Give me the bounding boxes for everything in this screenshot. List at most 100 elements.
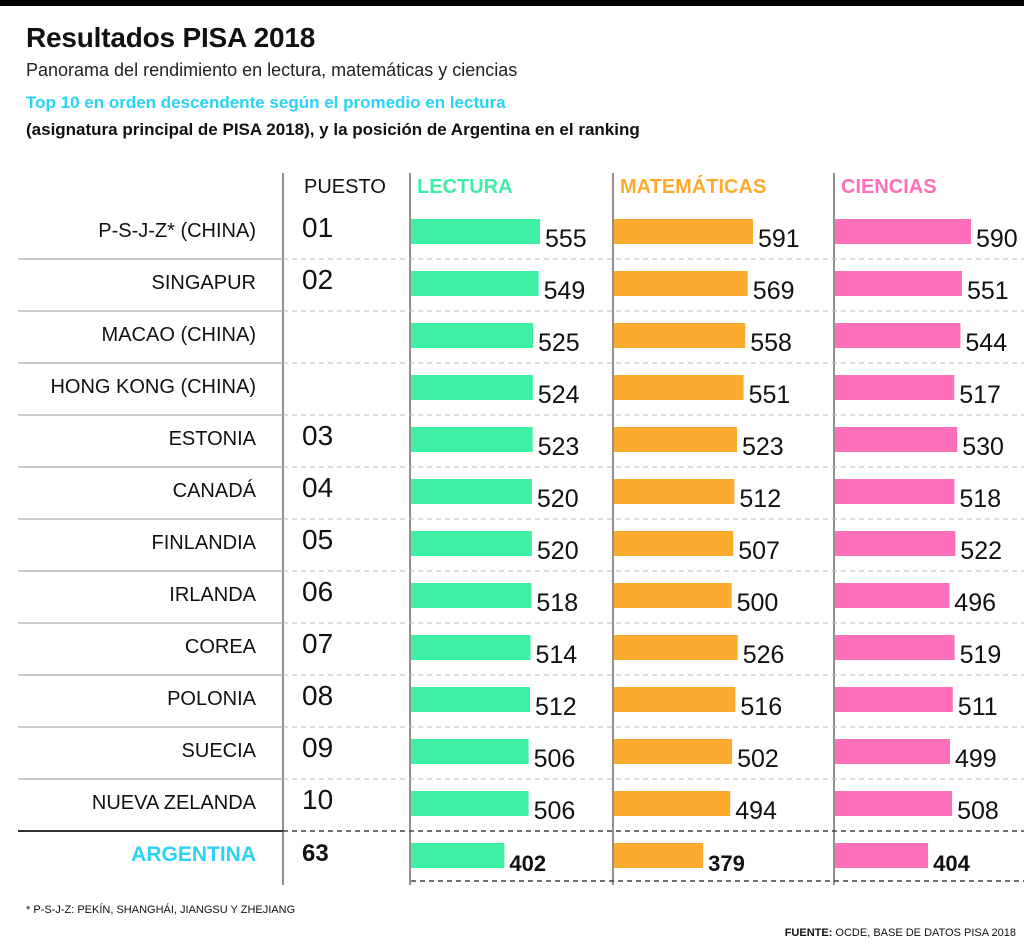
bar-lectura xyxy=(411,323,533,348)
bar-ciencias xyxy=(835,687,953,712)
value-label-ciencias: 508 xyxy=(957,797,999,825)
puesto-value: 04 xyxy=(302,472,333,503)
bar-matematicas xyxy=(614,271,748,296)
value-label-matematicas: 551 xyxy=(749,381,791,409)
bar-ciencias xyxy=(835,271,962,296)
country-label: COREA xyxy=(185,636,257,658)
bar-lectura xyxy=(411,479,532,504)
country-label: SINGAPUR xyxy=(152,272,256,294)
source-credit: FUENTE: OCDE, BASE DE DATOS PISA 2018 xyxy=(785,927,1016,939)
bar-matematicas xyxy=(614,739,733,764)
value-label-matematicas: 558 xyxy=(750,329,792,357)
pisa-bar-table: PUESTO LECTURA MATEMÁTICAS CIENCIAS P-S-J-Z*… xyxy=(18,173,1024,885)
value-label-lectura: 525 xyxy=(538,329,580,357)
value-label-ciencias: 590 xyxy=(976,225,1018,253)
value-label-lectura: 549 xyxy=(544,277,586,305)
country-label: CANADÁ xyxy=(173,479,257,502)
bar-matematicas xyxy=(614,323,746,348)
puesto-value: 08 xyxy=(302,680,333,711)
value-label-matematicas: 516 xyxy=(740,693,782,721)
value-label-ciencias: 404 xyxy=(933,851,970,876)
country-label: SUECIA xyxy=(182,740,257,762)
value-label-ciencias: 530 xyxy=(962,433,1004,461)
value-label-ciencias: 517 xyxy=(959,381,1001,409)
value-label-matematicas: 500 xyxy=(737,589,779,617)
value-label-matematicas: 379 xyxy=(708,851,745,876)
country-label: HONG KONG (CHINA) xyxy=(50,376,256,398)
country-label: NUEVA ZELANDA xyxy=(92,792,257,814)
puesto-value: 03 xyxy=(302,420,333,451)
bar-matematicas xyxy=(614,791,731,816)
bar-ciencias xyxy=(835,583,950,608)
footnote: * P-S-J-Z: PEKÍN, SHANGHÁI, JIANGSU Y ZH… xyxy=(26,904,296,916)
bar-lectura xyxy=(411,375,533,400)
value-label-matematicas: 502 xyxy=(737,745,779,773)
bar-lectura xyxy=(411,427,533,452)
bar-ciencias xyxy=(835,531,956,556)
value-label-lectura: 512 xyxy=(535,693,577,721)
value-label-matematicas: 523 xyxy=(742,433,784,461)
country-label: FINLANDIA xyxy=(152,532,257,554)
bar-lectura xyxy=(411,843,505,868)
value-label-lectura: 506 xyxy=(534,745,576,773)
bar-lectura xyxy=(411,271,539,296)
source-label: FUENTE: xyxy=(784,927,833,939)
value-label-ciencias: 522 xyxy=(960,537,1002,565)
bar-matematicas xyxy=(614,375,744,400)
value-label-lectura: 402 xyxy=(509,851,546,876)
puesto-value: 09 xyxy=(302,732,333,763)
puesto-value: 07 xyxy=(302,628,333,659)
value-label-matematicas: 507 xyxy=(738,537,780,565)
bar-ciencias xyxy=(835,791,953,816)
country-label: POLONIA xyxy=(167,688,257,710)
bar-matematicas xyxy=(614,219,753,244)
bar-matematicas xyxy=(614,531,734,556)
country-label: P-S-J-Z* (CHINA) xyxy=(98,220,256,242)
value-label-lectura: 520 xyxy=(537,485,579,513)
value-label-lectura: 520 xyxy=(537,537,579,565)
bar-ciencias xyxy=(835,375,955,400)
puesto-value: 06 xyxy=(302,576,333,607)
country-label: ESTONIA xyxy=(169,428,257,450)
value-label-ciencias: 511 xyxy=(958,693,998,721)
puesto-value-highlight: 63 xyxy=(302,840,329,867)
bar-ciencias xyxy=(835,323,961,348)
top-rule xyxy=(0,0,1024,6)
country-label-highlight: ARGENTINA xyxy=(131,843,256,866)
bar-ciencias xyxy=(835,635,955,660)
puesto-value: 02 xyxy=(302,264,333,295)
bar-matematicas xyxy=(614,687,736,712)
series-header-ciencias: CIENCIAS xyxy=(841,176,937,198)
bar-lectura xyxy=(411,583,532,608)
source-text: OCDE, BASE DE DATOS PISA 2018 xyxy=(832,927,1016,939)
bar-matematicas xyxy=(614,427,737,452)
ranking-note-line2: (asignatura principal de PISA 2018), y l… xyxy=(26,120,640,139)
value-label-ciencias: 519 xyxy=(960,641,1002,669)
value-label-matematicas: 526 xyxy=(743,641,785,669)
value-label-lectura: 524 xyxy=(538,381,580,409)
chart-title: Resultados PISA 2018 xyxy=(26,22,316,53)
puesto-column-header: PUESTO xyxy=(304,176,386,198)
value-label-matematicas: 512 xyxy=(739,485,781,513)
bar-matematicas xyxy=(614,843,704,868)
value-label-ciencias: 496 xyxy=(954,589,996,617)
puesto-value: 01 xyxy=(302,212,333,243)
value-label-matematicas: 591 xyxy=(758,225,800,253)
value-label-lectura: 506 xyxy=(534,797,576,825)
bar-lectura xyxy=(411,739,529,764)
value-label-ciencias: 544 xyxy=(965,329,1007,357)
bar-lectura xyxy=(411,687,530,712)
value-label-ciencias: 551 xyxy=(967,277,1009,305)
value-label-matematicas: 569 xyxy=(753,277,795,305)
country-label: MACAO (CHINA) xyxy=(102,324,256,346)
bar-matematicas xyxy=(614,583,732,608)
value-label-ciencias: 499 xyxy=(955,745,997,773)
bar-ciencias xyxy=(835,427,958,452)
puesto-value: 10 xyxy=(302,784,333,815)
bar-matematicas xyxy=(614,479,735,504)
bar-ciencias xyxy=(835,843,929,868)
puesto-value: 05 xyxy=(302,524,333,555)
country-label: IRLANDA xyxy=(169,584,256,606)
bar-ciencias xyxy=(835,739,950,764)
bar-ciencias xyxy=(835,479,955,504)
